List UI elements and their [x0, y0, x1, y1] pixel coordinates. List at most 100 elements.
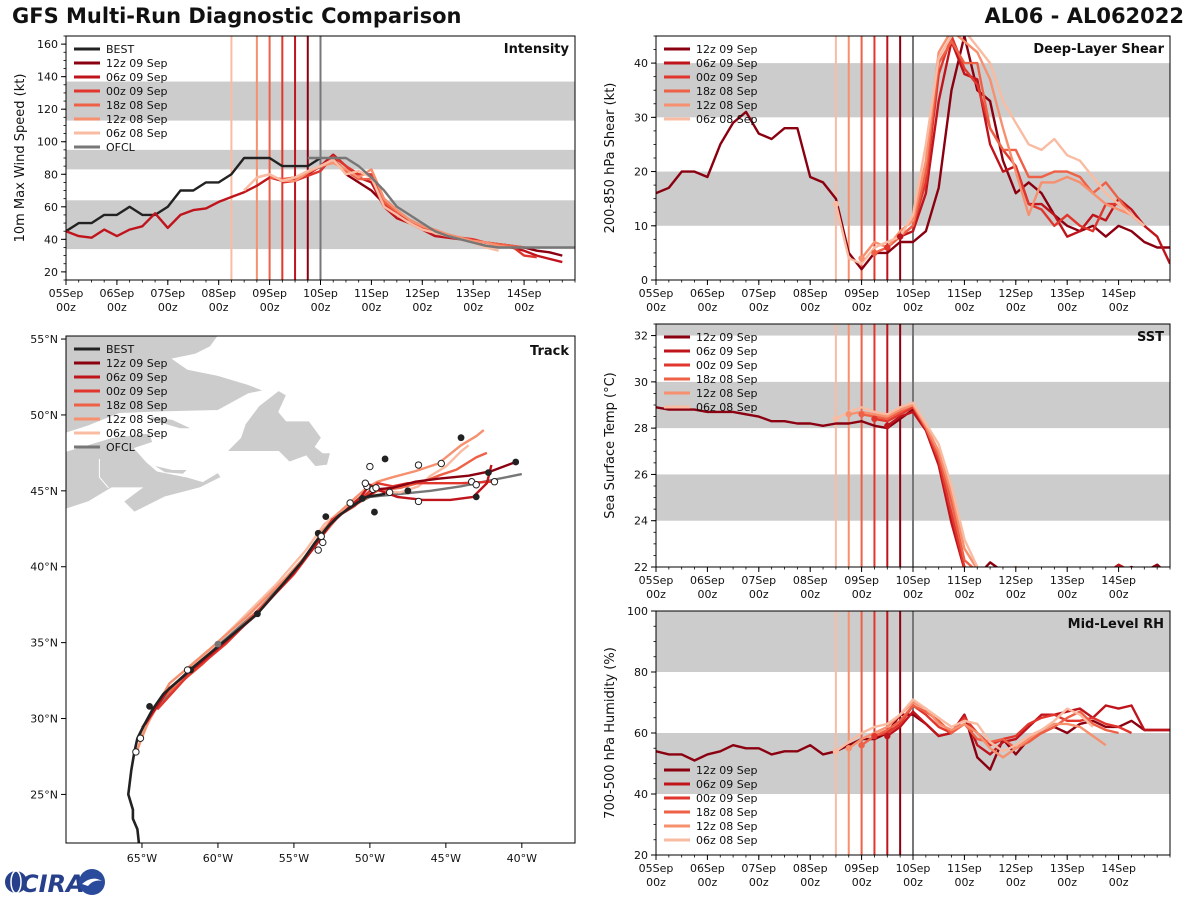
track-legend-label-06z-09-sep: 06z 09 Sep [106, 371, 168, 384]
rh-xtick-hour: 00z [903, 876, 923, 889]
intensity-legend-label-12z-08-sep: 12z 08 Sep [106, 113, 168, 126]
track-open-marker [437, 459, 445, 468]
track-lon-tick-label: 55°W [279, 852, 309, 865]
sst-ylabel: Sea Surface Temp (°C) [603, 372, 618, 519]
sst-ytick-label: 24 [634, 515, 648, 528]
intensity-xtick-hour: 00z [56, 301, 76, 314]
intensity-xtick-hour: 00z [260, 301, 280, 314]
intensity-xtick-day: 11Sep [354, 287, 389, 300]
rh-ytick-label: 100 [627, 605, 648, 618]
track-frame [65, 335, 576, 844]
track-best [127, 492, 386, 843]
sst-xtick-hour: 00z [698, 588, 718, 601]
intensity-panel: 2040608010012014016005Sep00z06Sep00z07Se… [13, 35, 576, 314]
rh-xtick-hour: 00z [1057, 876, 1077, 889]
sst-ytick-label: 32 [634, 330, 648, 343]
intensity-xtick-hour: 00z [463, 301, 483, 314]
sst-xtick-hour: 00z [1006, 588, 1026, 601]
shear-xtick-hour: 00z [646, 301, 666, 314]
sst-xtick-hour: 00z [749, 588, 769, 601]
shear-xtick-day: 09Sep [844, 287, 879, 300]
sst-xtick-day: 13Sep [1050, 574, 1085, 587]
intensity-legend-label-ofcl: OFCL [106, 141, 136, 154]
rh-ytick-label: 60 [634, 727, 648, 740]
rh-legend-label-00z-09-sep: 00z 09 Sep [696, 792, 758, 805]
track-open-marker [136, 734, 145, 742]
rh-ytick-label: 40 [634, 788, 648, 801]
sst-xtick-day: 12Sep [998, 574, 1033, 587]
intensity-xtick-day: 13Sep [456, 287, 491, 300]
rh-ytick-label: 20 [634, 849, 648, 862]
rh-legend-label-18z-08-sep: 18z 08 Sep [696, 806, 758, 819]
intensity-legend-label-06z-08-sep: 06z 08 Sep [106, 127, 168, 140]
intensity-legend-label-12z-09-sep: 12z 09 Sep [106, 57, 168, 70]
track-marker-best [322, 513, 330, 521]
shear-xtick-day: 07Sep [741, 287, 776, 300]
sst-xtick-day: 07Sep [741, 574, 776, 587]
track-open-marker [372, 484, 380, 492]
figure-title: GFS Multi-Run Diagnostic Comparison [12, 4, 462, 28]
shear-xtick-hour: 00z [1006, 301, 1026, 314]
rh-xtick-hour: 00z [800, 876, 820, 889]
track-open-marker [414, 461, 423, 469]
intensity-xtick-hour: 00z [514, 301, 534, 314]
track-marker-best [254, 610, 261, 618]
sst-series-12z-09-sep [656, 406, 1162, 567]
intensity-xtick-hour: 00z [311, 301, 331, 314]
track-legend-label-06z-08-sep: 06z 08 Sep [106, 427, 168, 440]
sst-xtick-hour: 00z [903, 588, 923, 601]
track-marker-12z-09-sep [512, 458, 520, 466]
track-marker-18z-08-sep [381, 455, 389, 463]
track-lon-tick-label: 60°W [203, 852, 233, 865]
track-open-marker [472, 481, 480, 489]
rh-panel: 2040608010005Sep00z06Sep00z07Sep00z08Sep… [603, 605, 1171, 889]
track-legend-label-18z-08-sep: 18z 08 Sep [106, 399, 168, 412]
intensity-xtick-day: 10Sep [303, 287, 338, 300]
intensity-ytick-label: 100 [37, 136, 58, 149]
track-lat-tick-label: 40°N [30, 561, 58, 574]
sst-legend-label-06z-08-sep: 06z 08 Sep [696, 401, 758, 414]
intensity-xtick-day: 12Sep [405, 287, 440, 300]
sst-xtick-hour: 00z [1057, 588, 1077, 601]
shear-title: Deep-Layer Shear [1033, 42, 1164, 57]
sst-init-dot-06z-09-sep [884, 422, 891, 430]
shear-xtick-day: 10Sep [896, 287, 931, 300]
shear-legend-label-06z-08-sep: 06z 08 Sep [696, 113, 758, 126]
cira-swirl [82, 878, 102, 886]
land-newfoundland [226, 390, 331, 467]
shear-series-00z-09-sep [886, 36, 1146, 249]
land-gaspe-maritimes [66, 432, 222, 513]
intensity-series-ofcl [307, 156, 575, 249]
intensity-series-group [66, 153, 575, 264]
sst-legend-label-18z-08-sep: 18z 08 Sep [696, 373, 758, 386]
track-open-marker [366, 462, 374, 471]
sst-ytick-label: 22 [634, 561, 648, 574]
sst-legend-label-12z-08-sep: 12z 08 Sep [696, 387, 758, 400]
track-legend-label-12z-08-sep: 12z 08 Sep [106, 413, 168, 426]
track-marker-best [358, 495, 366, 502]
intensity-xtick-day: 08Sep [201, 287, 236, 300]
sst-xtick-hour: 00z [1109, 588, 1129, 601]
track-lon-tick-label: 45°W [431, 852, 461, 865]
shear-legend-label-18z-08-sep: 18z 08 Sep [696, 85, 758, 98]
cira-logo-text: CIRA [21, 870, 85, 898]
intensity-xtick-hour: 00z [362, 301, 382, 314]
rh-xtick-day: 12Sep [998, 862, 1033, 875]
sst-xtick-day: 08Sep [793, 574, 828, 587]
intensity-ytick-label: 140 [37, 71, 58, 84]
track-open-marker [346, 499, 354, 507]
rh-xtick-day: 08Sep [793, 862, 828, 875]
rh-init-dot-00z-09-sep [871, 732, 878, 740]
track-legend-label-12z-09-sep: 12z 09 Sep [106, 357, 168, 370]
sst-legend-label-12z-09-sep: 12z 09 Sep [696, 331, 758, 344]
intensity-ytick-label: 80 [44, 168, 58, 181]
track-open-marker [317, 532, 325, 541]
shear-xtick-day: 12Sep [998, 287, 1033, 300]
track-panel: 65°W 60°W 55°W 50°W 45°W 40°W 25°N 30°N 35°N 40°N… [30, 333, 576, 865]
sst-series-12z-08-sep [848, 403, 1019, 567]
